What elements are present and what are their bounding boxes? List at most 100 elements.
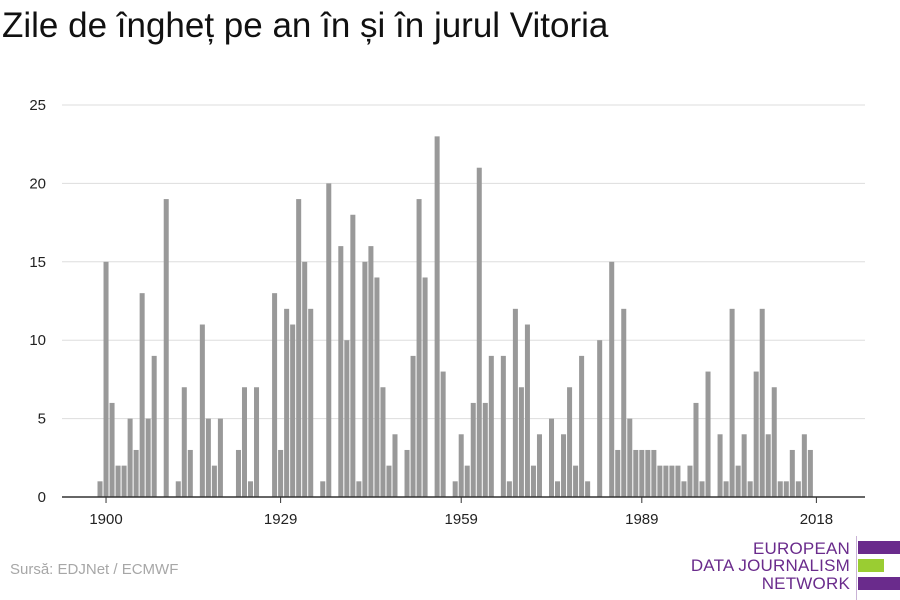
edjnet-logo[interactable]: EUROPEAN DATA JOURNALISM NETWORK: [691, 536, 900, 600]
bar-1907[interactable]: [145, 418, 151, 497]
bar-1982[interactable]: [597, 340, 603, 497]
bar-1947[interactable]: [386, 465, 392, 497]
bar-1963[interactable]: [482, 402, 488, 497]
bar-1900[interactable]: [103, 261, 109, 497]
bar-1961[interactable]: [470, 402, 476, 497]
bar-1988[interactable]: [633, 449, 639, 497]
bar-1923[interactable]: [241, 387, 247, 497]
bar-1955[interactable]: [434, 136, 440, 498]
bar-2005[interactable]: [735, 465, 741, 497]
bar-1985[interactable]: [615, 449, 621, 497]
bar-1925[interactable]: [254, 387, 260, 497]
bar-1989[interactable]: [639, 449, 645, 497]
bar-1968[interactable]: [512, 308, 518, 497]
bar-1918[interactable]: [211, 465, 217, 497]
bar-1944[interactable]: [368, 246, 374, 497]
bar-1901[interactable]: [109, 402, 115, 497]
bar-1919[interactable]: [217, 418, 223, 497]
bar-1946[interactable]: [380, 387, 386, 497]
bar-1970[interactable]: [524, 324, 530, 497]
bar-1924[interactable]: [248, 481, 254, 497]
bar-1978[interactable]: [573, 465, 579, 497]
bar-2011[interactable]: [771, 387, 777, 497]
bar-2015[interactable]: [795, 481, 801, 497]
bar-1929[interactable]: [278, 449, 284, 497]
bar-1906[interactable]: [139, 293, 145, 497]
bar-1979[interactable]: [579, 355, 585, 497]
bar-1912[interactable]: [175, 481, 181, 497]
bar-2009[interactable]: [759, 308, 765, 497]
bar-1933[interactable]: [302, 261, 308, 497]
bar-1902[interactable]: [115, 465, 121, 497]
bar-1914[interactable]: [187, 449, 193, 497]
bar-1953[interactable]: [422, 277, 428, 497]
bar-1917[interactable]: [205, 418, 211, 497]
bar-1986[interactable]: [621, 308, 627, 497]
bar-1967[interactable]: [506, 481, 512, 497]
bar-1996[interactable]: [681, 481, 687, 497]
bar-1960[interactable]: [464, 465, 470, 497]
bar-1966[interactable]: [500, 355, 506, 497]
bar-1991[interactable]: [651, 449, 657, 497]
bar-1945[interactable]: [374, 277, 380, 497]
bar-1940[interactable]: [344, 340, 350, 497]
bar-1995[interactable]: [675, 465, 681, 497]
bar-2016[interactable]: [801, 434, 807, 497]
bar-2012[interactable]: [777, 481, 783, 497]
bar-1956[interactable]: [440, 371, 446, 497]
bar-1962[interactable]: [476, 167, 482, 497]
bar-1905[interactable]: [133, 449, 139, 497]
bar-1908[interactable]: [151, 355, 157, 497]
bar-1977[interactable]: [567, 387, 573, 497]
bar-1993[interactable]: [663, 465, 669, 497]
bar-1994[interactable]: [669, 465, 675, 497]
bar-1958[interactable]: [452, 481, 458, 497]
bar-1984[interactable]: [609, 261, 615, 497]
bar-1903[interactable]: [121, 465, 127, 497]
bar-1972[interactable]: [536, 434, 542, 497]
bar-1992[interactable]: [657, 465, 663, 497]
bar-1998[interactable]: [693, 402, 699, 497]
bar-1936[interactable]: [320, 481, 326, 497]
bar-1976[interactable]: [561, 434, 567, 497]
bar-1951[interactable]: [410, 355, 416, 497]
bar-2007[interactable]: [747, 481, 753, 497]
bar-1987[interactable]: [627, 418, 633, 497]
bar-1941[interactable]: [350, 214, 356, 497]
bar-2013[interactable]: [783, 481, 789, 497]
bar-1916[interactable]: [199, 324, 205, 497]
bar-2017[interactable]: [807, 449, 813, 497]
bar-1931[interactable]: [290, 324, 296, 497]
bar-1952[interactable]: [416, 199, 422, 497]
bar-1950[interactable]: [404, 449, 410, 497]
bar-1948[interactable]: [392, 434, 398, 497]
bar-1943[interactable]: [362, 261, 368, 497]
bar-2002[interactable]: [717, 434, 723, 497]
bar-1964[interactable]: [488, 355, 494, 497]
bar-2000[interactable]: [705, 371, 711, 497]
bar-2006[interactable]: [741, 434, 747, 497]
bar-1932[interactable]: [296, 199, 302, 497]
bar-1997[interactable]: [687, 465, 693, 497]
bar-2008[interactable]: [753, 371, 759, 497]
bar-1937[interactable]: [326, 183, 332, 497]
bar-2010[interactable]: [765, 434, 771, 497]
bar-1942[interactable]: [356, 481, 362, 497]
bar-1939[interactable]: [338, 246, 344, 497]
bar-1930[interactable]: [284, 308, 290, 497]
bar-1910[interactable]: [163, 199, 169, 497]
bar-1922[interactable]: [235, 449, 241, 497]
bar-1990[interactable]: [645, 449, 651, 497]
bar-1959[interactable]: [458, 434, 464, 497]
bar-2004[interactable]: [729, 308, 735, 497]
bar-1928[interactable]: [272, 293, 278, 497]
bar-1980[interactable]: [585, 481, 591, 497]
bar-1913[interactable]: [181, 387, 187, 497]
bar-1969[interactable]: [518, 387, 524, 497]
bar-1899[interactable]: [97, 481, 103, 497]
bar-1971[interactable]: [530, 465, 536, 497]
bar-2003[interactable]: [723, 481, 729, 497]
bar-1974[interactable]: [549, 418, 555, 497]
bar-1975[interactable]: [555, 481, 561, 497]
bar-1934[interactable]: [308, 308, 314, 497]
